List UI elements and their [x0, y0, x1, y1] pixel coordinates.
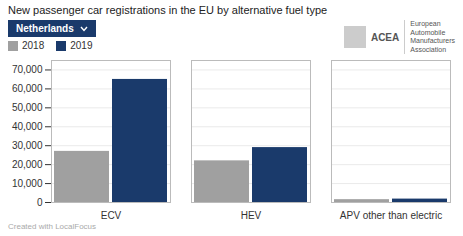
html-text:Association: Association	[410, 45, 446, 53]
svg-text:ECV: ECV	[101, 210, 122, 221]
svg-text:50,000: 50,000	[12, 102, 43, 113]
html-text:Created with LocalFocus: Created with LocalFocus	[8, 222, 96, 231]
html-text:European: European	[410, 20, 441, 27]
svg-text:10,000: 10,000	[12, 178, 43, 189]
html-text:2019: 2019	[70, 40, 93, 51]
html-text:Manufacturers: Manufacturers	[410, 37, 455, 44]
html-text:New passenger car registration: New passenger car registrations in the E…	[8, 4, 328, 16]
svg-text:APV other than electric: APV other than electric	[340, 210, 442, 221]
svg-text:70,000: 70,000	[12, 64, 43, 75]
html-text:ACEA: ACEA	[370, 31, 400, 43]
svg-text:HEV: HEV	[241, 210, 262, 221]
html-text:Netherlands: Netherlands	[16, 23, 74, 34]
svg-text:0: 0	[37, 197, 43, 208]
svg-text:30,000: 30,000	[12, 140, 43, 151]
html-text:Automobile: Automobile	[410, 28, 446, 36]
svg-text:40,000: 40,000	[12, 121, 43, 132]
html-text:2018: 2018	[22, 40, 45, 51]
svg-text:20,000: 20,000	[12, 159, 43, 170]
svg-text:60,000: 60,000	[12, 83, 43, 94]
